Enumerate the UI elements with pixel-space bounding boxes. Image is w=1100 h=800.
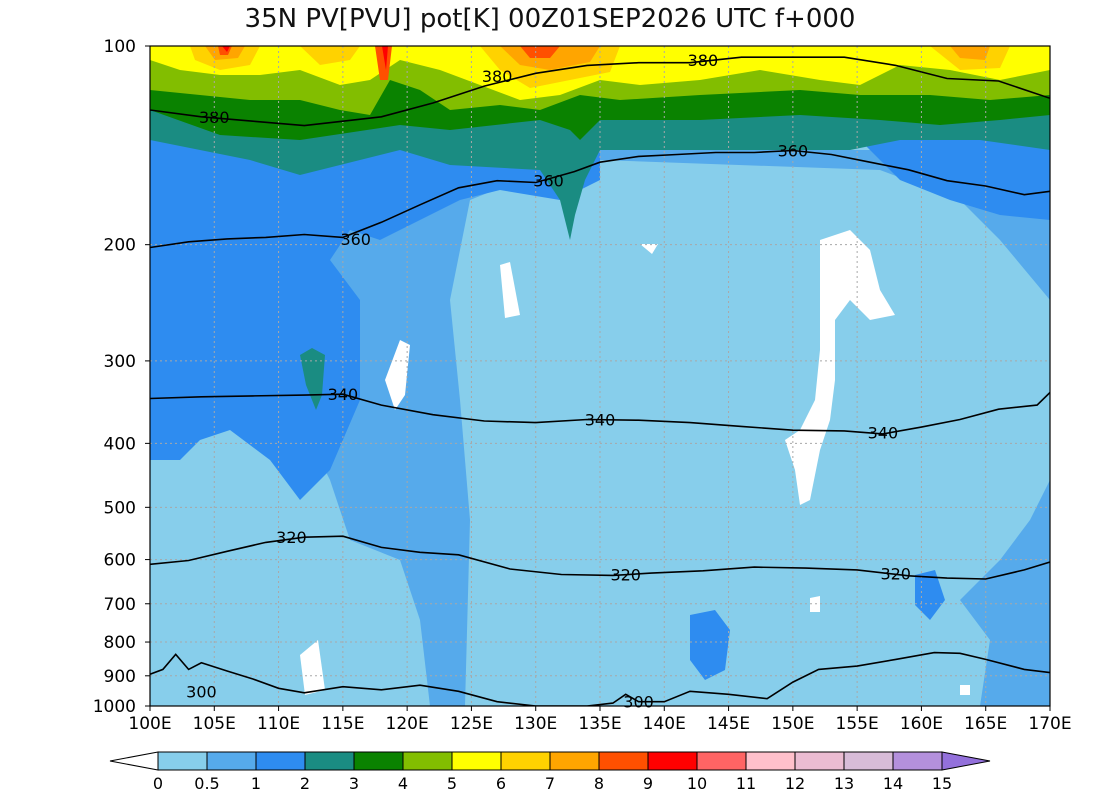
colorbar-swatch [206, 751, 257, 771]
colorbar-label: 1 [251, 774, 261, 793]
colorbar-swatch [402, 751, 453, 771]
colorbar-swatch [598, 751, 649, 771]
colorbar-extend-max [941, 751, 991, 771]
contour-label: 380 [199, 108, 230, 127]
theta-contour-labels: 380 380 380 360 360 360 340 340 340 320 320 320 300 3… [186, 51, 911, 712]
contour-320 [150, 535, 1050, 580]
contour-300 [150, 651, 1050, 706]
contour-label: 380 [482, 67, 513, 86]
colorbar-swatch [647, 751, 698, 771]
x-axis: 100E 105E 110E 115E 120E 125E 130E 135E 140E 145E… [128, 706, 1072, 734]
contour-380 [150, 56, 1050, 127]
colorbar-label: 12 [785, 774, 805, 793]
colorbar-swatch [696, 751, 747, 771]
pv-region-dark-left [150, 120, 600, 500]
x-tick-label: 110E [257, 714, 300, 734]
y-tick-label: 100 [104, 37, 136, 57]
contour-label: 320 [880, 565, 911, 584]
colorbar-swatch [157, 751, 208, 771]
y-tick-label: 500 [104, 498, 136, 518]
y-tick-label: 200 [104, 236, 136, 256]
x-tick-label: 125E [450, 714, 493, 734]
colorbar-label: 11 [736, 774, 756, 793]
pv-negative-region [500, 262, 520, 318]
x-tick-label: 115E [321, 714, 364, 734]
colorbar-swatch [451, 751, 502, 771]
colorbar-swatch [353, 751, 404, 771]
pv-negative-region [300, 640, 325, 695]
x-tick-label: 140E [643, 714, 686, 734]
contour-label: 340 [328, 385, 359, 404]
colorbar-label: 8 [594, 774, 604, 793]
x-tick-label: 120E [386, 714, 429, 734]
y-tick-label: 800 [104, 633, 136, 653]
contour-label: 360 [778, 142, 809, 161]
colorbar-swatch [892, 751, 943, 771]
contour-label: 300 [623, 693, 654, 712]
colorbar: 0 0.5 1 2 3 4 5 6 7 8 9 10 11 12 13 14 15 [109, 751, 991, 793]
y-tick-label: 600 [104, 551, 136, 571]
contour-label: 380 [688, 51, 719, 70]
contour-label: 360 [533, 172, 564, 191]
x-tick-label: 155E [836, 714, 879, 734]
contour-label: 340 [868, 423, 899, 442]
pv-negative-region [640, 244, 658, 254]
contour-label: 340 [585, 410, 616, 429]
colorbar-label: 13 [834, 774, 854, 793]
colorbar-label: 6 [496, 774, 506, 793]
colorbar-label: 3 [349, 774, 359, 793]
y-tick-label: 1000 [93, 697, 136, 717]
colorbar-swatch [549, 751, 600, 771]
pv-region-dark-right [860, 140, 1050, 220]
pv-negative-region [385, 340, 410, 410]
colorbar-swatch [794, 751, 845, 771]
colorbar-swatch [304, 751, 355, 771]
x-tick-label: 160E [900, 714, 943, 734]
pv-negative-region [785, 230, 895, 505]
x-tick-label: 150E [771, 714, 814, 734]
colorbar-swatch [745, 751, 796, 771]
contour-label: 320 [276, 528, 307, 547]
colorbar-label: 14 [883, 774, 903, 793]
contour-label: 300 [186, 682, 217, 701]
x-tick-label: 165E [964, 714, 1007, 734]
colorbar-label: 7 [545, 774, 555, 793]
pv-region-dark-pocket [690, 610, 730, 680]
colorbar-label: 0.5 [194, 774, 219, 793]
grid-lines [150, 46, 1050, 706]
pv-band-red [218, 46, 560, 80]
colorbar-label: 0 [153, 774, 163, 793]
colorbar-swatch [843, 751, 894, 771]
colorbar-label: 2 [300, 774, 310, 793]
colorbar-label: 15 [932, 774, 952, 793]
colorbar-swatch [500, 751, 551, 771]
x-tick-label: 135E [578, 714, 621, 734]
colorbar-swatch [255, 751, 306, 771]
x-tick-label: 100E [128, 714, 171, 734]
contour-label: 360 [340, 230, 371, 249]
contour-label: 320 [610, 565, 641, 584]
x-tick-label: 130E [514, 714, 557, 734]
y-axis: 100 200 300 400 500 600 700 800 900 1000 [93, 37, 150, 717]
pv-region-mid [150, 150, 1050, 706]
theta-contours [150, 56, 1050, 706]
y-tick-label: 900 [104, 667, 136, 687]
pv-region-dark-pocket [915, 570, 945, 620]
colorbar-extend-min [109, 751, 159, 771]
x-tick-label: 105E [193, 714, 236, 734]
colorbar-label: 9 [643, 774, 653, 793]
x-tick-label: 145E [707, 714, 750, 734]
colorbar-label: 4 [398, 774, 408, 793]
contour-340 [150, 391, 1050, 435]
y-tick-label: 400 [104, 434, 136, 454]
colorbar-label: 5 [447, 774, 457, 793]
y-tick-label: 300 [104, 352, 136, 372]
contour-360 [150, 149, 1050, 249]
chart-title: 35N PV[PVU] pot[K] 00Z01SEP2026 UTC f+00… [244, 4, 856, 34]
y-tick-label: 700 [104, 595, 136, 615]
colorbar-label: 10 [687, 774, 707, 793]
x-tick-label: 170E [1028, 714, 1071, 734]
